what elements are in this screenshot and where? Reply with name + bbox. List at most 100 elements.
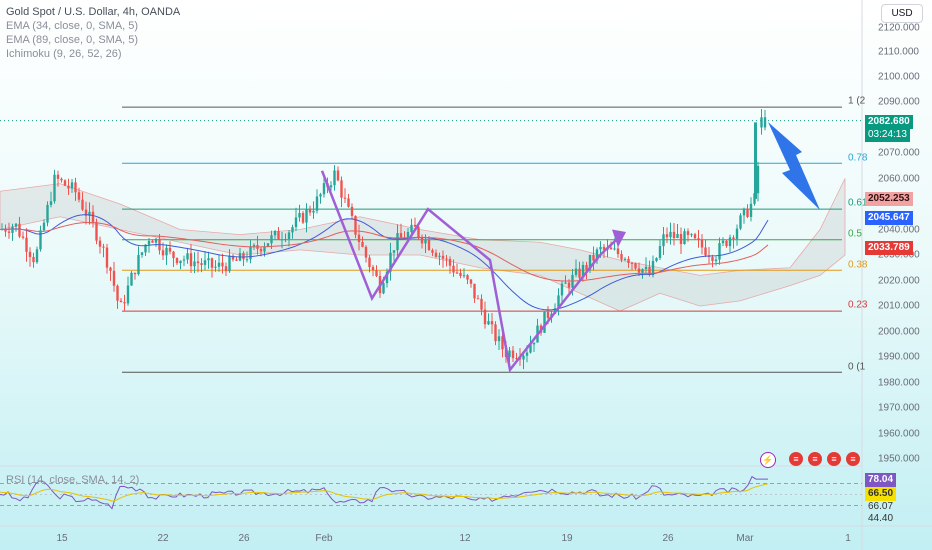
candle-body <box>595 249 599 261</box>
candle-body <box>88 211 91 216</box>
price-tick: 2000.000 <box>878 326 920 338</box>
us-flag-icon[interactable]: ≡ <box>827 452 841 466</box>
candle-body <box>207 258 210 261</box>
candle-body <box>172 251 175 259</box>
time-tick: 1 <box>845 533 851 544</box>
candle-body <box>109 267 112 271</box>
candle-body <box>756 165 760 194</box>
candle-body <box>81 199 84 210</box>
candle-body <box>98 240 102 247</box>
candle-body <box>462 275 466 277</box>
candle-body <box>133 272 137 275</box>
price-tick: 2120.000 <box>878 22 920 34</box>
candle-body <box>119 300 123 303</box>
candle-body <box>322 183 326 195</box>
candle-body <box>42 222 46 231</box>
candle-body <box>613 248 616 250</box>
candle-body <box>252 245 256 247</box>
candle-body <box>546 311 550 318</box>
price-tag-2052: 2052.253 <box>865 192 913 206</box>
candle-body <box>385 271 389 284</box>
candle-body <box>319 194 322 197</box>
lightning-icon[interactable]: ⚡ <box>760 452 776 468</box>
candle-body <box>361 242 364 247</box>
candle-body <box>60 178 63 181</box>
candle-body <box>291 227 294 233</box>
price-tick: 1980.000 <box>878 377 920 389</box>
candle-body <box>147 240 151 245</box>
candle-body <box>235 259 238 261</box>
candle-body <box>480 298 483 310</box>
candle-body <box>280 239 284 241</box>
candle-body <box>196 261 200 264</box>
candle-body <box>483 309 487 325</box>
price-tick: 2030.000 <box>878 249 920 261</box>
candle-body <box>116 285 119 301</box>
candle-body <box>210 258 214 268</box>
candle-body <box>266 243 270 247</box>
candle-body <box>354 215 357 235</box>
candle-body <box>459 272 462 276</box>
candle-body <box>14 223 18 227</box>
currency-button[interactable]: USD <box>881 4 923 23</box>
candle-body <box>305 209 308 223</box>
candle-body <box>154 238 158 243</box>
fib-label-05: 0.5 <box>848 228 862 240</box>
price-tick: 2110.000 <box>878 46 919 58</box>
candle-body <box>497 336 501 342</box>
time-tick: Feb <box>315 533 333 544</box>
candle-body <box>287 232 291 240</box>
pattern-arrow-head <box>612 229 626 248</box>
candle-body <box>126 285 130 304</box>
candle-body <box>560 283 564 296</box>
candle-body <box>578 268 581 278</box>
candle-body <box>399 233 403 238</box>
candle-body <box>165 247 168 256</box>
candle-body <box>221 262 224 267</box>
candle-body <box>417 226 420 237</box>
candle-body <box>585 264 588 270</box>
candle-body <box>144 244 147 253</box>
last-price-tag: 2082.680 <box>865 115 913 129</box>
candle-body <box>298 212 301 218</box>
candle-body <box>543 311 546 333</box>
symbol-title: Gold Spot / U.S. Dollar, 4h, OANDA <box>6 6 181 18</box>
candle-body <box>693 234 697 239</box>
candle-body <box>676 234 679 239</box>
candle-body <box>333 170 336 186</box>
ema-34-legend: EMA (34, close, 0, SMA, 5) <box>6 20 139 32</box>
candle-body <box>259 248 263 252</box>
candle-body <box>231 255 235 260</box>
candle-body <box>662 234 665 247</box>
candle-body <box>186 253 189 260</box>
candle-body <box>630 262 634 264</box>
candle-body <box>525 352 529 356</box>
candle-body <box>245 259 249 261</box>
candle-body <box>476 298 480 300</box>
candle-body <box>200 263 203 265</box>
candle-body <box>466 275 469 280</box>
chart-legend: Gold Spot / U.S. Dollar, 4h, OANDA EMA (… <box>6 5 180 61</box>
candle-body <box>46 204 49 223</box>
candle-body <box>732 237 735 240</box>
rsi-signal-line <box>0 483 769 502</box>
harmonic-pattern <box>320 170 601 373</box>
candle-body <box>522 355 525 360</box>
price-tick: 1970.000 <box>878 402 920 414</box>
time-tick: 26 <box>662 533 674 544</box>
us-flag-icon[interactable]: ≡ <box>808 452 822 466</box>
fib-label-0: 0 (1 <box>848 361 866 373</box>
rsi-tag-6650: 66.50 <box>865 487 897 501</box>
candle-body <box>665 234 669 238</box>
candle-body <box>620 254 623 260</box>
us-flag-icon[interactable]: ≡ <box>846 452 860 466</box>
candle-body <box>581 264 585 278</box>
fib-label-023: 0.23 <box>848 299 868 311</box>
candle-body <box>567 282 571 288</box>
us-flag-icon[interactable]: ≡ <box>789 452 803 466</box>
price-tick: 2070.000 <box>878 147 920 159</box>
candle-body <box>511 350 515 359</box>
candle-body <box>602 246 606 250</box>
candle-body <box>217 262 221 267</box>
